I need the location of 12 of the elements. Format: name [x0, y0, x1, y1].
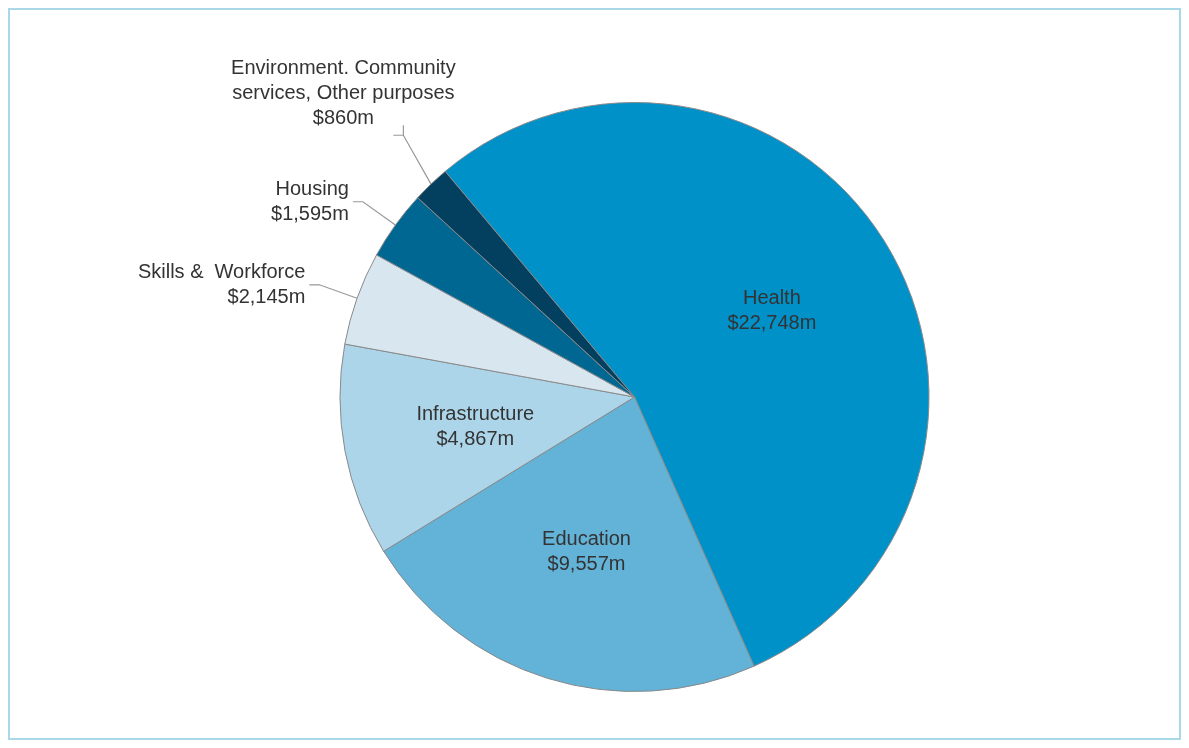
slice-label: Health [742, 286, 801, 309]
data-label: $2,145m [227, 284, 306, 307]
data-label: $860m [312, 106, 374, 129]
slice-label: Environment. Community services, Other purposes [231, 56, 456, 104]
slice-label: Skills & Workforce [137, 259, 306, 282]
data-label: $4,867m [436, 426, 515, 449]
slice-label: Education [542, 526, 632, 549]
data-label: $9,557m [547, 551, 626, 574]
slice-label: Housing [275, 176, 349, 199]
data-label: $22,748m [727, 311, 817, 334]
slice-label: Infrastructure [416, 401, 535, 424]
data-label: $1,595m [271, 201, 349, 224]
